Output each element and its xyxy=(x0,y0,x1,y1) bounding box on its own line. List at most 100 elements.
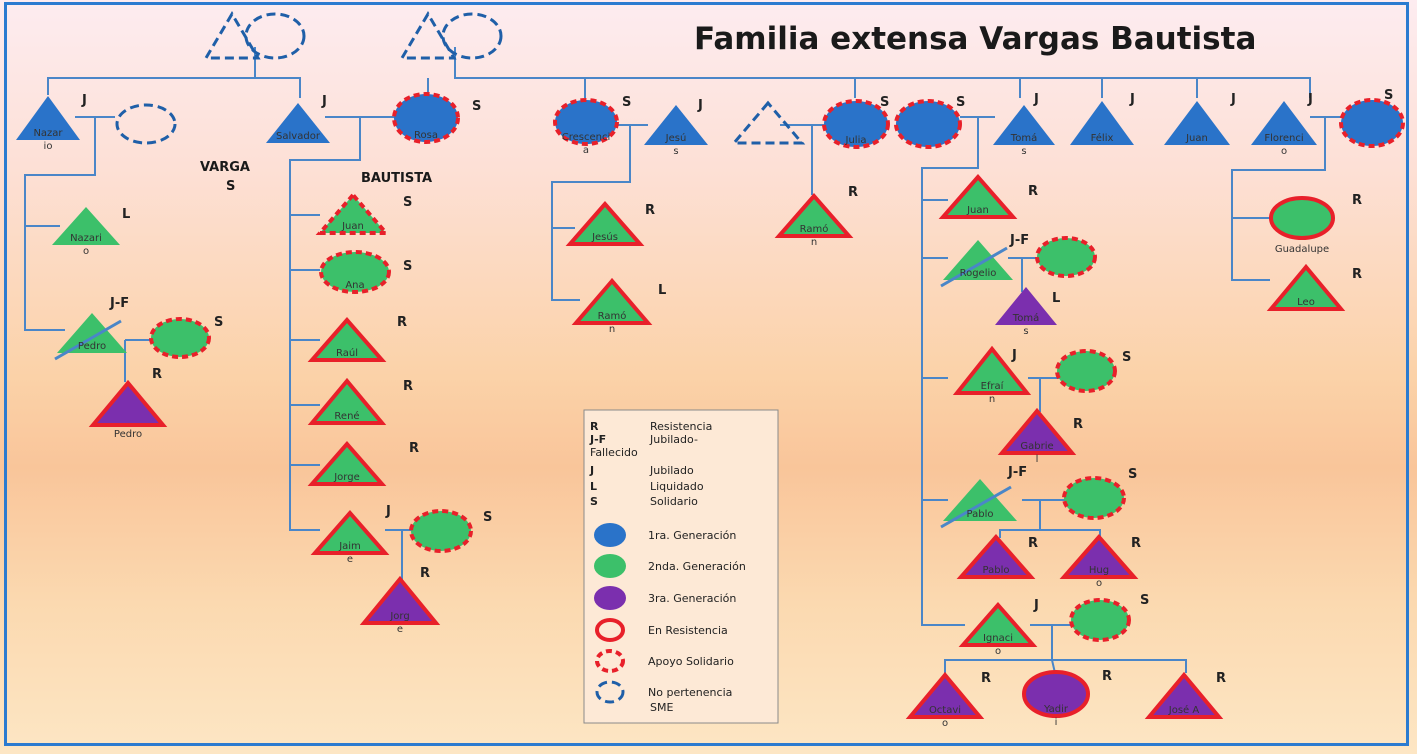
male-symbol xyxy=(565,200,645,246)
legend-code: L xyxy=(590,480,597,493)
person-name: Félix xyxy=(1091,132,1114,144)
connector-line xyxy=(921,117,979,626)
person-name: Juan xyxy=(341,221,364,232)
person-name: s xyxy=(1021,146,1026,157)
person-name: Ana xyxy=(345,280,364,291)
person-name: Juan xyxy=(1185,133,1208,144)
person-name: o xyxy=(995,646,1001,657)
legend-code-text: Liquidado xyxy=(650,480,704,493)
male-symbol xyxy=(993,105,1055,145)
female-symbol xyxy=(409,509,473,553)
person-leo: Leo R xyxy=(1266,263,1362,311)
status-code: S xyxy=(1122,350,1131,365)
legend-code-text: Fallecido xyxy=(590,446,638,459)
connector-line xyxy=(1040,529,1101,538)
person-nazar-child: Nazari o L xyxy=(52,207,130,257)
person-pedro-g3: Pedro R xyxy=(88,367,168,440)
person-name: Tomá xyxy=(1010,132,1037,144)
status-code: J xyxy=(81,93,87,108)
male-symbol xyxy=(359,575,441,625)
legend-symbol-text: 3ra. Generación xyxy=(648,592,736,605)
person-name: Nazar xyxy=(33,128,63,139)
person-jorge-g2: Jorge R xyxy=(307,440,419,486)
spouse-no-sme xyxy=(730,100,806,145)
person-name: Ramó xyxy=(598,310,627,322)
female-symbol xyxy=(1035,236,1097,278)
person-jesus-g2: Jesús R xyxy=(565,200,655,246)
person-rosa: Rosa S xyxy=(392,92,481,144)
male-symbol xyxy=(943,479,1017,521)
male-symbol xyxy=(958,601,1038,647)
status-code: R xyxy=(409,441,419,456)
male-symbol xyxy=(315,191,391,235)
person-guadalupe: Guadalupe R xyxy=(1269,193,1362,255)
person-name: Pablo xyxy=(983,565,1010,576)
person-ramon: Ramó n L xyxy=(571,277,666,335)
person-name: Pedro xyxy=(114,429,142,440)
status-code: S xyxy=(403,195,412,210)
status-code: J xyxy=(385,504,391,519)
person-yadira: Yadir i R xyxy=(1022,669,1112,728)
male-symbol xyxy=(1059,533,1139,579)
status-code: R xyxy=(152,367,162,382)
male-symbol xyxy=(16,96,80,140)
person-felix: Félix J xyxy=(1070,92,1135,145)
female-symbol xyxy=(1055,349,1117,393)
male-symbol xyxy=(956,533,1036,579)
person-name: Jaim xyxy=(338,541,361,552)
status-code: R xyxy=(1352,267,1362,282)
person-jorge-g3: Jorg e R xyxy=(359,566,441,635)
legend-symbol xyxy=(594,554,626,578)
diagram-frame xyxy=(4,2,1409,746)
female-symbol xyxy=(1069,598,1131,642)
person-octavio: Octavi o R xyxy=(905,671,991,729)
legend-code: S xyxy=(590,495,598,508)
legend-symbol-text: En Resistencia xyxy=(648,624,728,637)
status-code: L xyxy=(1052,291,1060,306)
male-symbol xyxy=(938,173,1018,219)
person-ignacio: Ignaci o J xyxy=(958,598,1039,657)
person-efrain: Efraí n J xyxy=(952,345,1032,405)
male-symbol xyxy=(52,207,120,245)
status-code: S xyxy=(472,99,481,114)
male-symbol xyxy=(307,316,387,362)
person-s-wife: S xyxy=(894,95,965,149)
male-symbol xyxy=(1164,101,1230,145)
person-name: n xyxy=(811,237,817,248)
person-name: e xyxy=(397,624,403,635)
parent-male-no-sme xyxy=(203,11,261,60)
person-hugo: Hug o R xyxy=(1059,533,1141,589)
male-symbol xyxy=(952,345,1032,395)
male-symbol xyxy=(905,671,985,719)
diagram-title: Familia extensa Vargas Bautista xyxy=(694,21,1256,57)
person-florencio-wife: S xyxy=(1339,88,1405,148)
male-symbol xyxy=(1266,263,1346,311)
person-pablo-wife: S xyxy=(1062,467,1137,520)
person-name: Gabrie xyxy=(1020,441,1053,452)
person-name: Pablo xyxy=(967,509,994,520)
legend-symbol xyxy=(595,649,625,673)
status-code: R xyxy=(1352,193,1362,208)
status-code: J xyxy=(1033,92,1039,107)
person-tomas-g3: Tomá s L xyxy=(995,287,1060,337)
male-symbol xyxy=(1251,101,1317,145)
person-name: Raúl xyxy=(336,347,358,359)
status-code: J xyxy=(1011,348,1017,363)
status-code: J xyxy=(1129,92,1135,107)
status-code: J xyxy=(697,98,703,113)
person-name: Jorg xyxy=(389,611,409,622)
person-nodes: NazarioJSalvadorJRosaSCrescenciaSJesúsJJ… xyxy=(16,11,1405,729)
legend-symbol-text: No pertenencia xyxy=(648,686,732,699)
male-symbol xyxy=(1070,101,1134,145)
status-code: R xyxy=(645,203,655,218)
person-ramon-julia: Ramó n R xyxy=(774,185,858,248)
male-symbol xyxy=(943,240,1013,280)
person-tomas: Tomá s J xyxy=(993,92,1055,157)
male-symbol xyxy=(307,440,387,486)
person-name: n xyxy=(609,324,615,335)
male-symbol xyxy=(1144,671,1224,719)
person-name: Ramó xyxy=(800,223,829,235)
person-juan-sb: Juan S xyxy=(315,191,412,235)
status-code: R xyxy=(1102,669,1112,684)
